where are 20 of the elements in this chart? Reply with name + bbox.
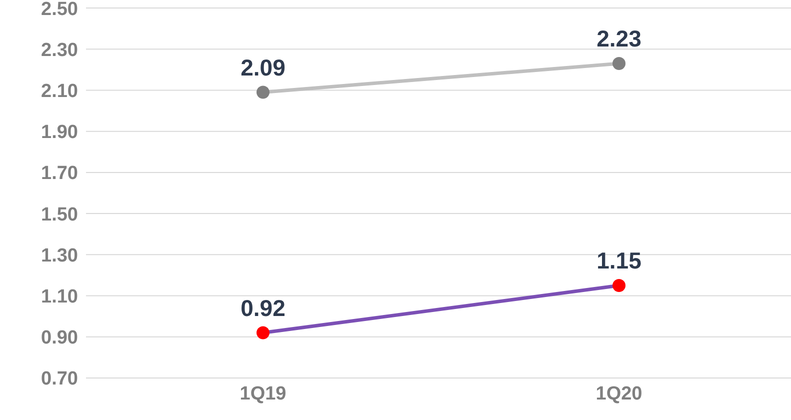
y-tick-label: 1.10 — [41, 286, 78, 308]
point — [612, 279, 626, 292]
y-tick-label: 1.90 — [41, 122, 78, 144]
data-label: 1.15 — [596, 248, 642, 274]
y-tick-label: 2.30 — [41, 40, 78, 61]
y-tick-label: 2.50 — [41, 0, 78, 20]
point — [256, 326, 270, 340]
y-tick-label: 0.90 — [41, 328, 78, 349]
y-tick-label: 1.50 — [41, 204, 78, 226]
x-tick-label: 1Q19 — [240, 383, 286, 404]
y-tick-label: 1.70 — [41, 163, 78, 184]
y-tick-label: 0.70 — [41, 368, 78, 390]
y-tick-label: 1.30 — [41, 245, 78, 266]
point — [256, 86, 270, 99]
y-tick-label: 2.10 — [41, 80, 78, 102]
data-label: 2.23 — [596, 26, 642, 52]
point — [612, 57, 626, 70]
data-label: 2.09 — [240, 54, 286, 80]
x-tick-label: 1Q20 — [596, 383, 642, 404]
data-label: 0.92 — [240, 294, 286, 321]
